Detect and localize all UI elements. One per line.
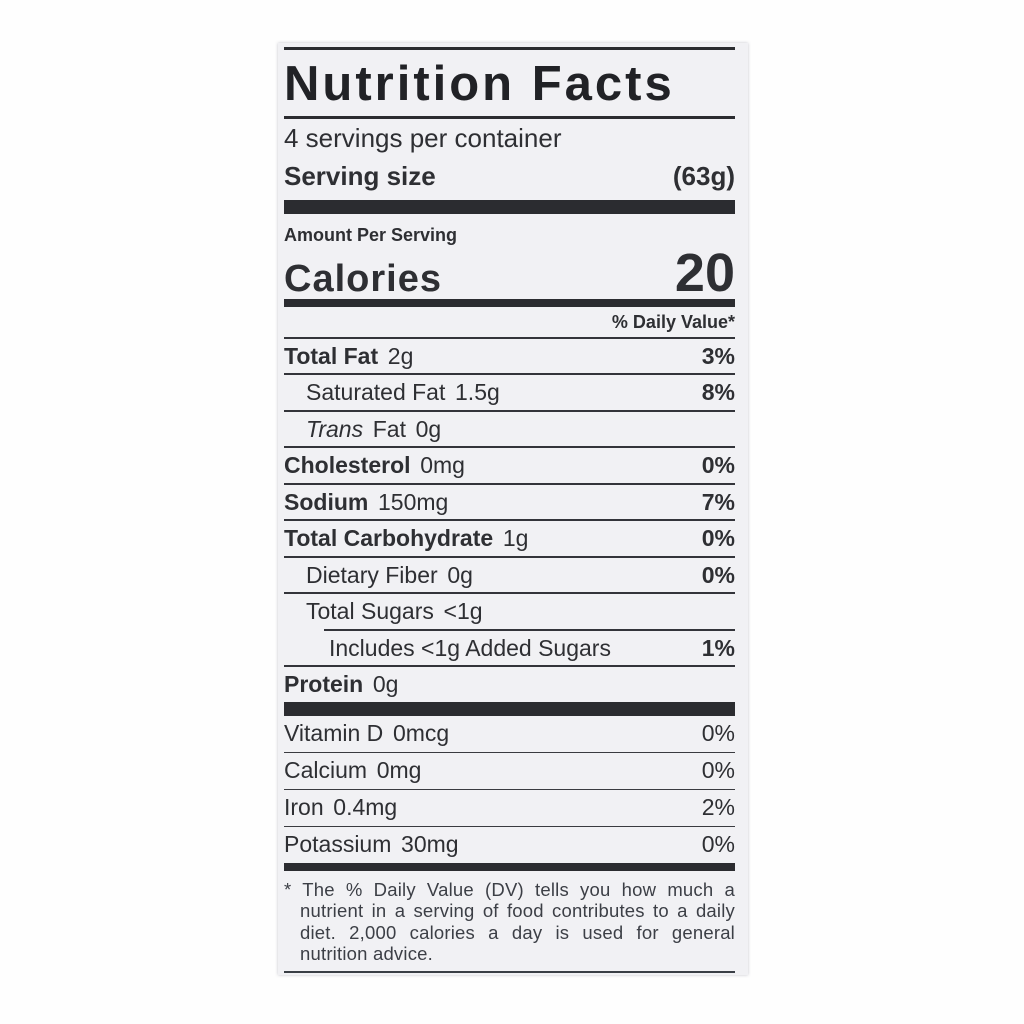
top-rule (284, 47, 735, 50)
vitamin-name: Iron (284, 793, 324, 820)
serving-size-row: Serving size (63g) (284, 157, 735, 197)
nutrient-name-italic: Trans (306, 415, 364, 442)
added-sugars-rule (324, 628, 735, 631)
nutrient-amount: 1.5g (455, 379, 500, 405)
nutrient-row-saturated-fat: Saturated Fat 1.5g 8% (284, 373, 735, 410)
nutrient-name: Saturated Fat (306, 379, 446, 405)
vitamin-name: Vitamin D (284, 719, 384, 746)
nutrient-name: Total Sugars (306, 598, 434, 624)
amount-per-serving-label: Amount Per Serving (284, 224, 458, 245)
footnote-marker: * (284, 878, 292, 900)
vitamin-dv: 2% (701, 793, 735, 820)
nutrient-row-total-sugars: Total Sugars <1g (284, 592, 735, 629)
vitamins-section: Vitamin D 0mcg 0% Calcium 0mg 0% Iron 0.4mg… (284, 716, 735, 863)
vitamin-row-potassium: Potassium 30mg 0% (284, 825, 735, 863)
vitamin-dv: 0% (701, 756, 735, 783)
protein-bar (284, 701, 735, 716)
nutrient-row-total-fat: Total Fat 2g 3% (284, 336, 735, 374)
nutrient-name: Cholesterol (284, 452, 411, 478)
daily-value-header: % Daily Value* (611, 311, 735, 332)
vitamin-amount: 0mg (376, 756, 422, 783)
nutrient-name: Includes <1g Added Sugars (329, 634, 611, 661)
nutrient-dv: 8% (701, 379, 735, 405)
serving-size-value: (63g) (672, 160, 735, 191)
nutrient-dv: 0% (701, 452, 735, 478)
nutrient-row-dietary-fiber: Dietary Fiber 0g 0% (284, 555, 735, 593)
nutrient-row-sodium: Sodium 150mg 7% (284, 482, 735, 520)
nutrient-amount: 1g (502, 525, 529, 551)
calories-bar (284, 298, 735, 307)
nutrient-amount: 0g (415, 415, 442, 442)
nutrition-facts-label: Nutrition Facts 4 servings per container… (278, 43, 748, 975)
nutrient-dv: 0% (701, 525, 735, 551)
nutrient-row-protein: Protein 0g (284, 665, 735, 702)
vitamin-row-vitamin-d: Vitamin D 0mcg 0% (284, 716, 735, 752)
footnote-bar (284, 862, 735, 871)
vitamin-amount: 0.4mg (333, 793, 398, 820)
vitamin-name: Potassium (284, 830, 392, 857)
nutrient-row-cholesterol: Cholesterol 0mg 0% (284, 446, 735, 483)
footnote-text: The % Daily Value (DV) tells you how muc… (300, 878, 735, 965)
nutrient-amount: 0g (447, 561, 473, 588)
nutrient-amount: 150mg (378, 488, 449, 515)
vitamin-dv: 0% (701, 719, 735, 746)
nutrient-amount: <1g (443, 598, 483, 624)
calories-row: Calories 20 (284, 242, 735, 303)
nutrient-row-added-sugars: Includes <1g Added Sugars 1% (284, 631, 735, 666)
vitamin-row-calcium: Calcium 0mg 0% (284, 751, 735, 789)
nutrient-row-total-carbohydrate: Total Carbohydrate 1g 0% (284, 519, 735, 556)
serving-size-label: Serving size (284, 160, 436, 191)
vitamin-name: Calcium (284, 756, 368, 783)
calories-value: 20 (674, 242, 735, 303)
nutrient-amount: 0g (372, 671, 399, 697)
nutrient-name: Total Carbohydrate (284, 525, 494, 551)
nutrient-row-trans-fat: Trans Fat 0g (284, 409, 735, 447)
nutrient-name: Protein (284, 671, 364, 697)
nutrient-dv: 1% (701, 634, 735, 661)
nutrient-name: Total Fat (284, 342, 379, 369)
vitamin-amount: 0mcg (392, 719, 450, 746)
vitamin-amount: 30mg (401, 830, 459, 857)
nutrient-dv: 3% (701, 342, 735, 369)
servings-per-container: 4 servings per container (284, 122, 562, 153)
nutrient-name: Dietary Fiber (306, 561, 438, 588)
label-title: Nutrition Facts (284, 57, 675, 111)
contains-rule (284, 970, 735, 973)
nutrient-dv: 0% (701, 561, 735, 588)
section-bar-thick (284, 199, 735, 214)
title-rule (284, 116, 735, 119)
vitamin-row-iron: Iron 0.4mg 2% (284, 788, 735, 826)
contains-statement: CONTAINS: COCONUT (284, 973, 735, 975)
nutrient-name: Fat (372, 415, 406, 442)
calories-label: Calories (284, 257, 442, 300)
nutrient-amount: 2g (387, 342, 414, 369)
daily-value-footnote: * The % Daily Value (DV) tells you how m… (284, 871, 735, 971)
nutrient-amount: 0mg (420, 452, 465, 478)
vitamin-dv: 0% (701, 830, 735, 857)
nutrient-name: Sodium (284, 488, 369, 515)
nutrient-dv: 7% (701, 488, 735, 515)
